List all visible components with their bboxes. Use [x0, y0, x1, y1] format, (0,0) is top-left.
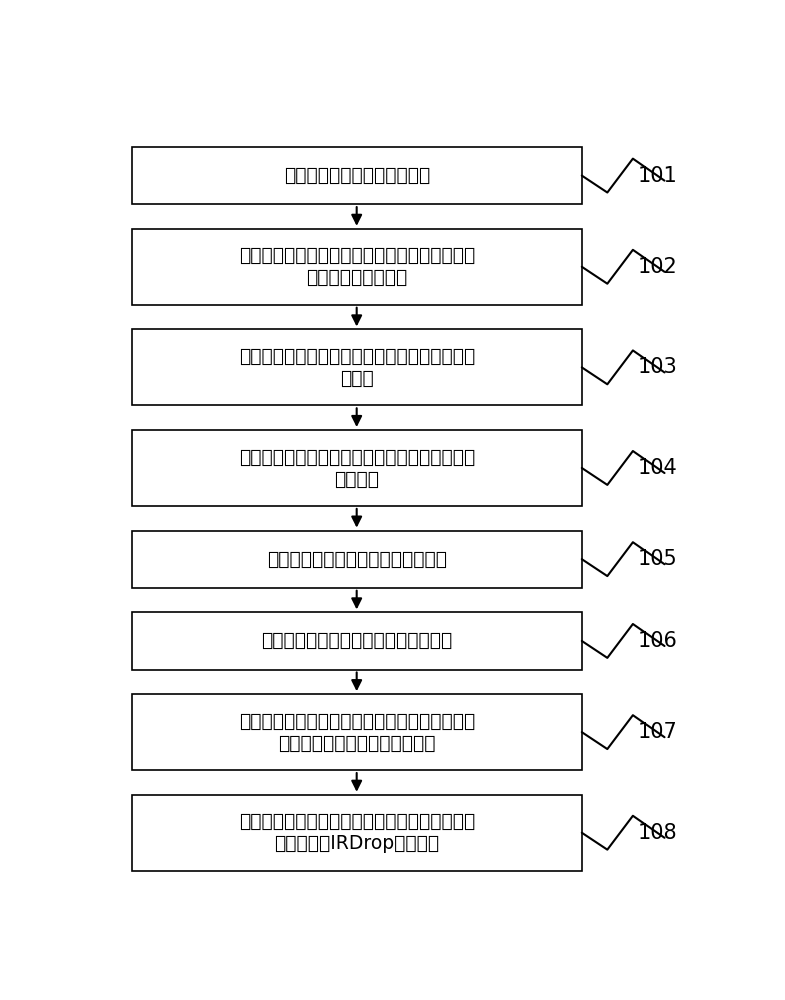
Bar: [132, 612, 582, 670]
Text: 102: 102: [638, 257, 677, 277]
Bar: [132, 795, 582, 871]
Text: 生成子区域内部所有电路的网表信息: 生成子区域内部所有电路的网表信息: [267, 550, 447, 569]
Text: 104: 104: [638, 458, 677, 478]
Text: 建立单元电路的初始网表信息: 建立单元电路的初始网表信息: [283, 166, 430, 185]
Bar: [132, 531, 582, 588]
Text: 根据电阻工艺信息，对每个子区域分别进行寄生
电阻提取: 根据电阻工艺信息，对每个子区域分别进行寄生 电阻提取: [239, 447, 475, 488]
Text: 根据计算出的电路节点电压电流结果信息，进行
阵列电路的IRDrop效应分析: 根据计算出的电路节点电压电流结果信息，进行 阵列电路的IRDrop效应分析: [239, 812, 475, 853]
Text: 建立阵列电路中所有节点的电压电流方程并求解
计算出精确的节点电压电流信息: 建立阵列电路中所有节点的电压电流方程并求解 计算出精确的节点电压电流信息: [239, 712, 475, 753]
Bar: [132, 147, 582, 204]
Text: 107: 107: [638, 722, 677, 742]
Bar: [132, 694, 582, 770]
Text: 108: 108: [638, 823, 677, 843]
Text: 初始化每个子区域数据结构，存储单元电路的位
置信息: 初始化每个子区域数据结构，存储单元电路的位 置信息: [239, 347, 475, 388]
Text: 106: 106: [638, 631, 677, 651]
Text: 连接电源信号和地信号到最近的子区域: 连接电源信号和地信号到最近的子区域: [261, 631, 452, 650]
Bar: [132, 329, 582, 405]
Text: 101: 101: [638, 166, 677, 186]
Text: 105: 105: [638, 549, 677, 569]
Text: 根据输入的区域电阻工艺文件，划分阵列电路归
属于不同指定子区域: 根据输入的区域电阻工艺文件，划分阵列电路归 属于不同指定子区域: [239, 246, 475, 287]
Text: 103: 103: [638, 357, 677, 377]
Bar: [132, 430, 582, 506]
Bar: [132, 229, 582, 305]
